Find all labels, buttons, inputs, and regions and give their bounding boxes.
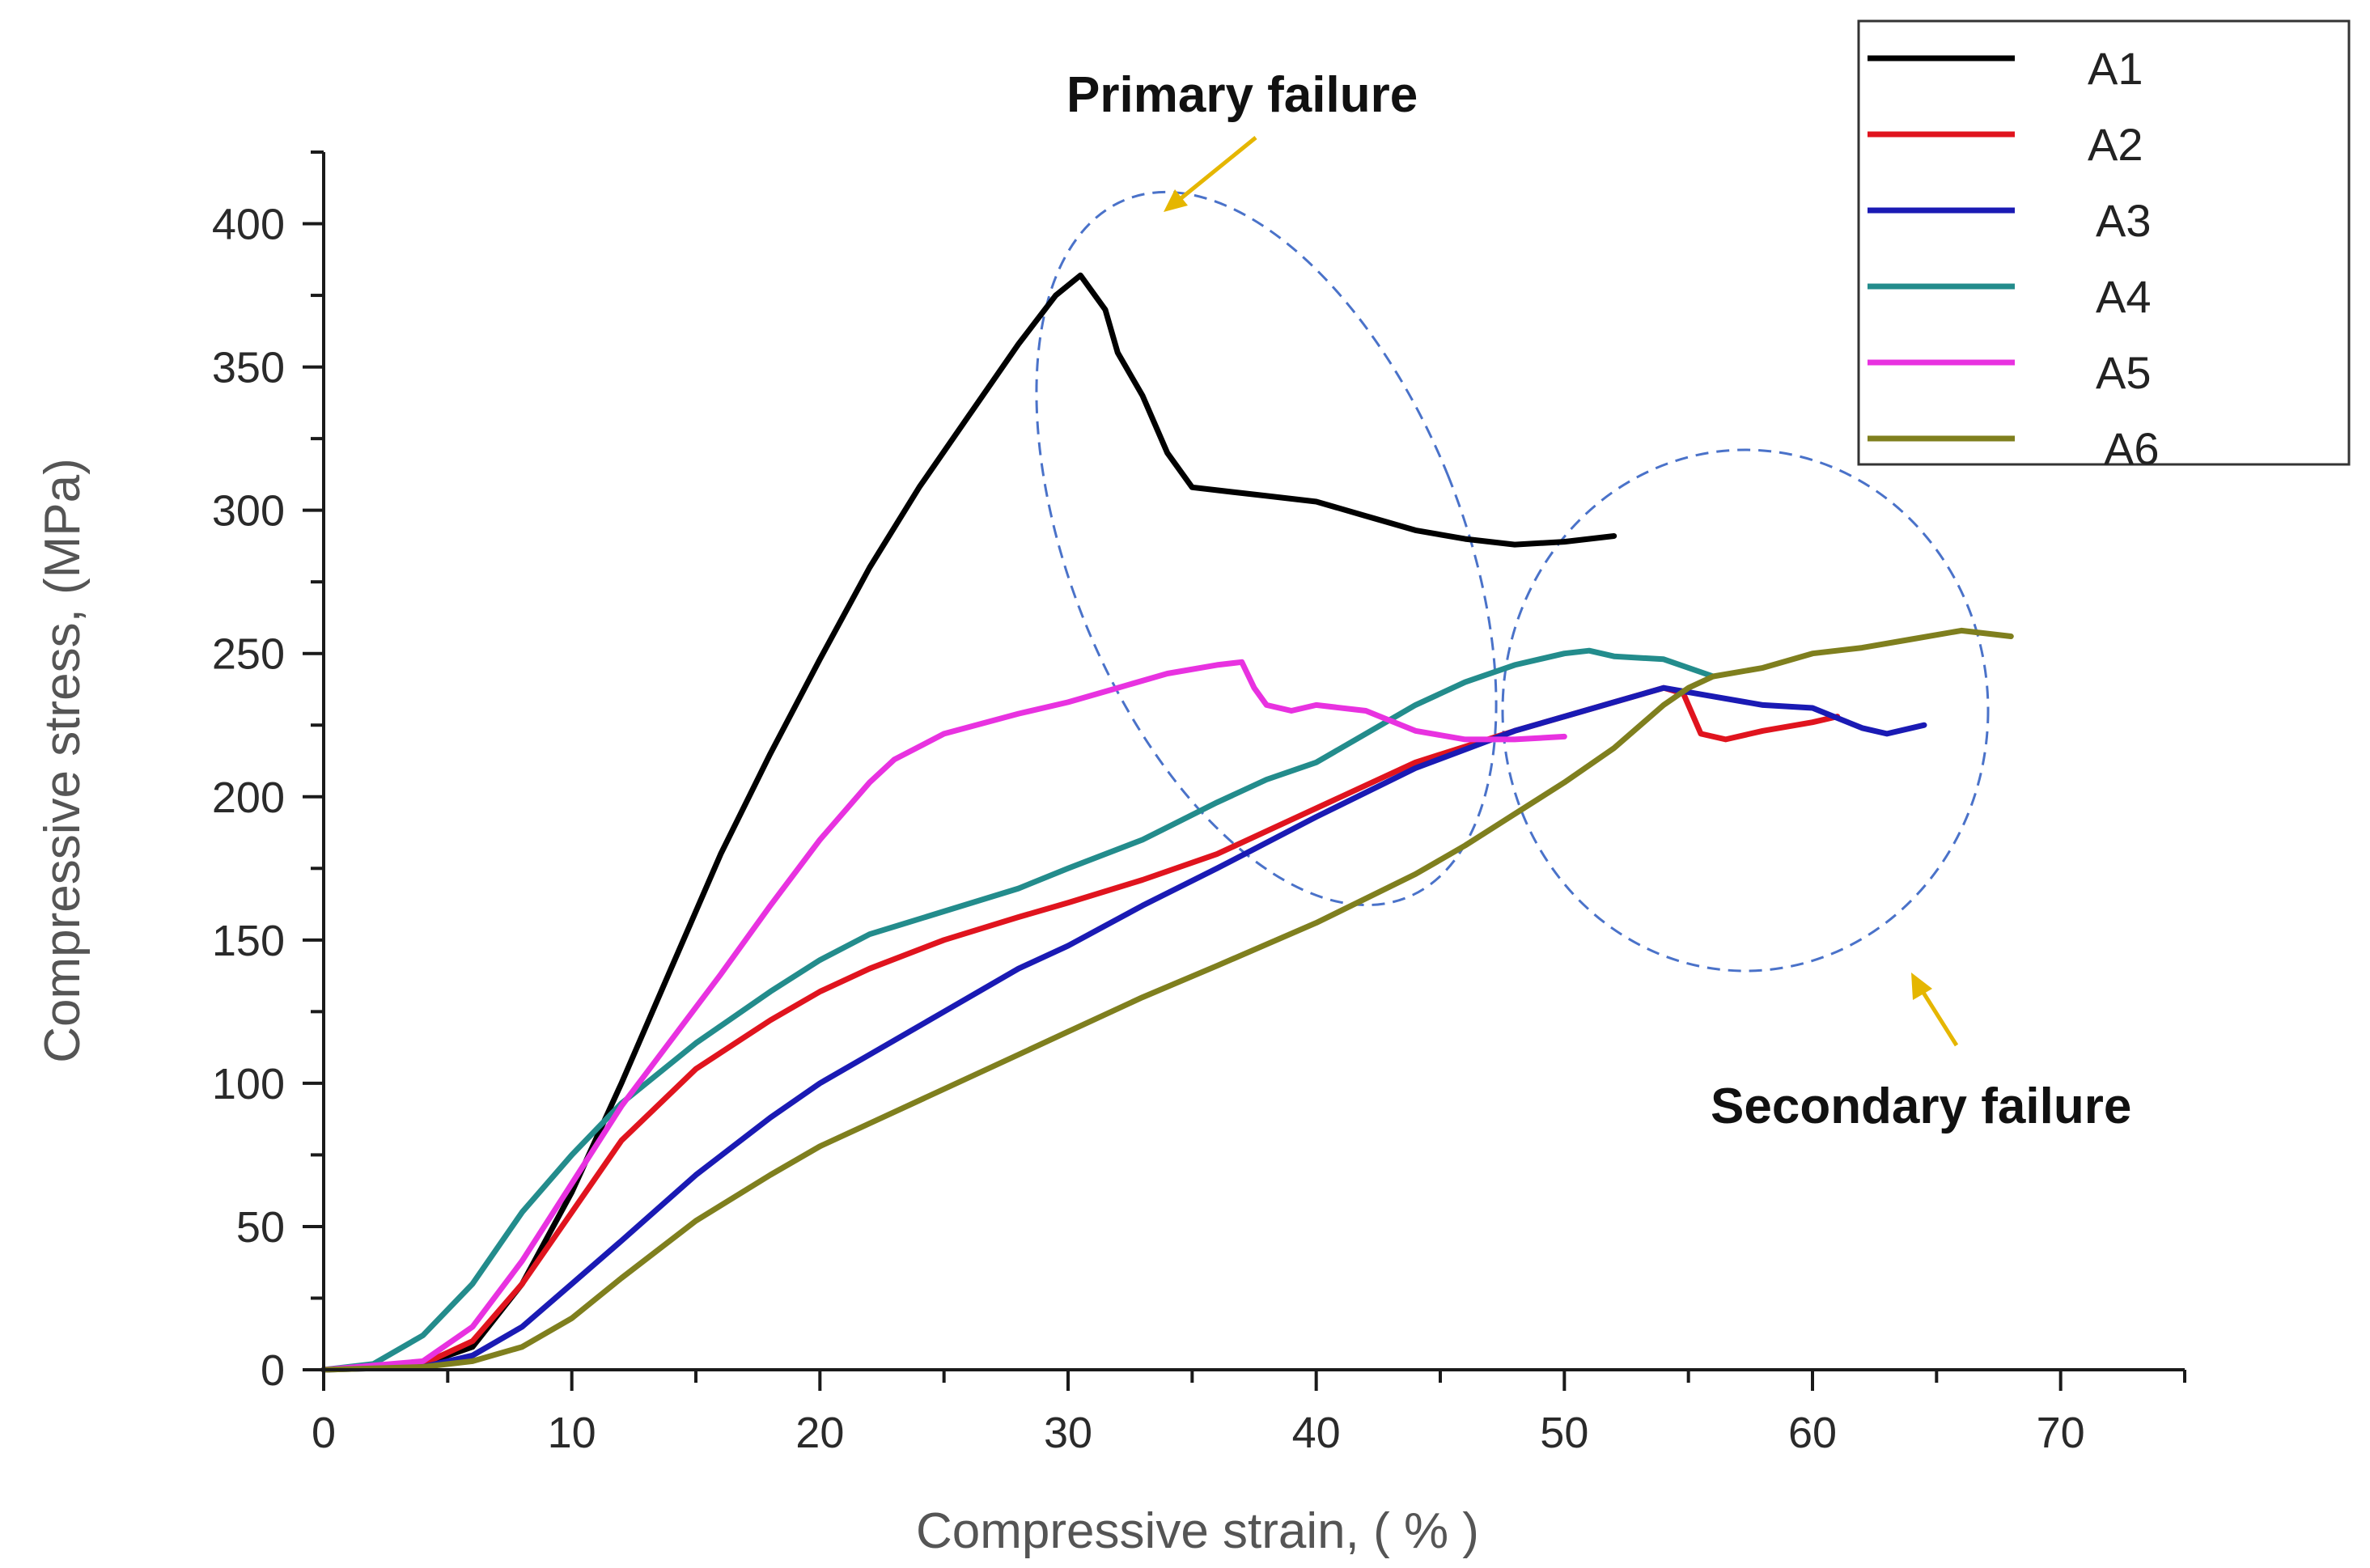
y-tick-label: 0 [261,1346,285,1395]
secondary-failure-region [1501,448,1990,973]
y-axis-title: Compressive stress, (MPa) [35,458,91,1063]
y-tick-label: 250 [212,630,285,679]
secondary-failure-label: Secondary failure [1711,1079,2131,1134]
x-tick-label: 50 [1540,1409,1588,1457]
x-tick-label: 20 [795,1409,844,1457]
y-tick-label: 300 [212,487,285,536]
failure-regions [1035,190,1990,973]
x-axis-title: Compressive strain, ( % ) [916,1503,1479,1559]
legend-label-a2: A2 [2088,119,2143,170]
legend-label-a5: A5 [2096,347,2152,398]
series-lines [320,272,2014,1373]
primary-failure-region [1035,190,1498,907]
legend-label-a3: A3 [2096,195,2152,246]
series-line-a4 [320,647,1716,1373]
legend: A1 A2 A3 A4 A5 A6 [1857,19,2351,474]
y-tick-label: 200 [212,773,285,822]
primary-failure-label: Primary failure [1066,67,1418,123]
series-line-a2 [320,684,1841,1373]
series-line-a6 [320,627,2014,1373]
x-tick-label: 40 [1292,1409,1341,1457]
x-tick-label: 30 [1044,1409,1092,1457]
axes: Compressive strain, ( % ) Compressive str… [35,152,2185,1559]
secondary-failure-arrow-shaft [1918,987,1959,1047]
x-tick-label: 0 [312,1409,336,1457]
legend-label-a4: A4 [2096,271,2152,322]
legend-label-a1: A1 [2088,43,2143,94]
primary-failure-arrow-shaft [1177,136,1257,202]
y-tick-label: 350 [212,344,285,392]
series-line-a5 [320,659,1567,1373]
x-tick-label: 60 [1788,1409,1837,1457]
primary-failure-arrow-head [1164,189,1188,212]
series-line-a1 [320,272,1617,1373]
secondary-failure-arrow-head [1911,973,1932,1000]
x-tick-label: 70 [2037,1409,2085,1457]
series-line-a3 [320,684,1927,1373]
ticks: 0 10 20 30 40 50 60 70 0 50 100 150 200 250 300 350 400 [212,150,2186,1457]
y-tick-label: 400 [212,201,285,249]
y-tick-label: 100 [212,1060,285,1108]
y-tick-label: 150 [212,917,285,965]
annotations: Primary failure Secondary failure [1066,67,2131,1134]
x-tick-label: 10 [548,1409,596,1457]
legend-label-a6: A6 [2104,423,2160,474]
y-tick-label: 50 [236,1203,285,1252]
legend-box [1857,19,2351,466]
